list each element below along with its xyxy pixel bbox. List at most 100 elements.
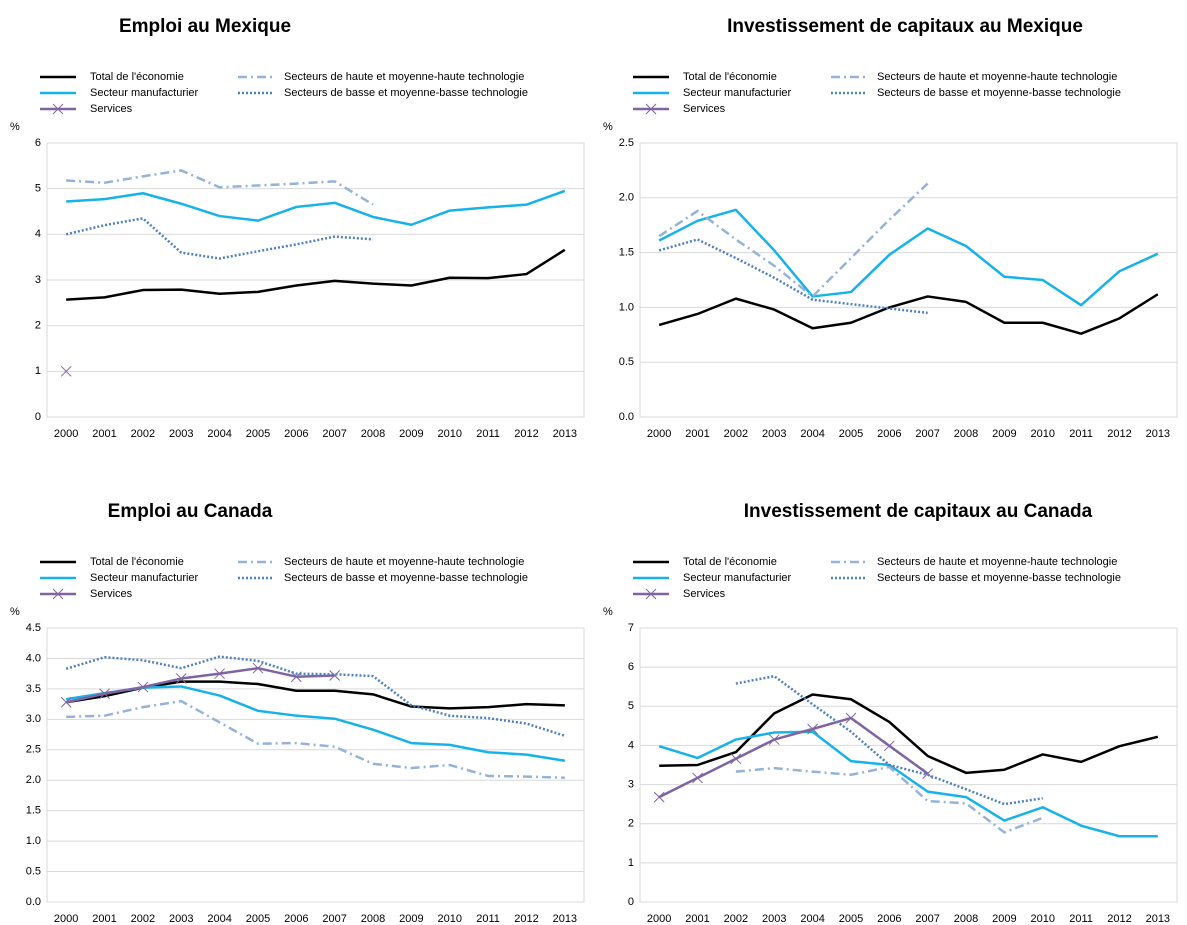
marker [60, 365, 72, 377]
x-tick-label: 2006 [284, 428, 308, 440]
x-tick-label: 2011 [476, 428, 500, 440]
x-tick-label: 2005 [246, 428, 270, 440]
series-line [66, 248, 566, 301]
legend-label: Total de l'économie [683, 556, 777, 568]
y-tick-label: 0.0 [26, 896, 41, 908]
marker [883, 740, 895, 752]
x-tick-label: 2005 [839, 428, 863, 440]
chart-title: Investissement de capitaux au Canada [744, 501, 1093, 522]
legend-label: Secteurs de basse et moyenne-basse techn… [284, 572, 528, 584]
series-line [658, 208, 1159, 307]
series-line [658, 293, 1159, 335]
y-tick-label: 3 [35, 274, 41, 286]
series-line [65, 666, 335, 704]
marker [60, 696, 72, 708]
legend-label: Secteurs de basse et moyenne-basse techn… [877, 572, 1121, 584]
y-axis-label: % [603, 121, 613, 133]
legend-marker [645, 588, 657, 600]
x-tick-label: 2003 [169, 913, 193, 925]
x-tick-label: 2002 [131, 428, 155, 440]
y-tick-label: 0 [628, 896, 634, 908]
marker [807, 723, 818, 735]
y-tick-label: 4 [628, 739, 634, 751]
y-tick-label: 1.0 [26, 835, 41, 847]
x-tick-label: 2007 [322, 428, 346, 440]
x-tick-label: 2002 [724, 913, 748, 925]
y-tick-label: 2.0 [26, 774, 41, 786]
x-tick-label: 2011 [1069, 428, 1093, 440]
series-line [658, 238, 928, 315]
legend-label: Secteurs de haute et moyenne-haute techn… [284, 556, 524, 568]
x-tick-label: 2013 [1146, 428, 1170, 440]
x-tick-label: 2003 [762, 913, 786, 925]
y-tick-label: 0 [35, 411, 41, 423]
marker [692, 772, 703, 784]
legend-label: Secteur manufacturier [90, 572, 199, 584]
series-line [66, 169, 374, 206]
legend-label: Secteur manufacturier [683, 572, 792, 584]
marker [252, 662, 264, 674]
y-tick-label: 1.5 [26, 805, 41, 817]
legend-label: Secteur manufacturier [90, 87, 199, 99]
marker [329, 670, 341, 681]
y-axis-label: % [10, 606, 20, 618]
y-tick-label: 3 [628, 778, 634, 790]
x-tick-label: 2010 [438, 913, 462, 925]
x-tick-label: 2003 [762, 428, 786, 440]
x-tick-label: 2000 [54, 913, 78, 925]
x-tick-label: 2003 [169, 428, 193, 440]
x-tick-label: 2006 [877, 913, 901, 925]
x-tick-label: 2013 [1146, 913, 1170, 925]
legend-label: Secteurs de haute et moyenne-haute techn… [284, 71, 524, 83]
x-tick-label: 2010 [1031, 428, 1055, 440]
marker [137, 681, 149, 693]
plot-frame [639, 142, 1178, 418]
marker [653, 791, 665, 803]
series-line [735, 765, 1044, 834]
plot-frame [46, 627, 585, 903]
chart-panel: Investissement de capitaux au Canada% 0 1 2… [603, 501, 1178, 925]
x-tick-label: 2001 [685, 428, 709, 440]
marker [214, 668, 225, 680]
marker [99, 688, 110, 700]
x-tick-label: 2007 [915, 913, 939, 925]
legend-label: Total de l'économie [90, 71, 184, 83]
legend-label: Secteurs de basse et moyenne-basse techn… [284, 87, 528, 99]
chart-panel: Emploi au Canada% 0.0 0.5 1.0 1.5 2.0 2.5 3.0 3.… [10, 501, 585, 925]
y-tick-label: 4.0 [26, 652, 41, 664]
series-line [658, 730, 1158, 838]
x-tick-label: 2009 [992, 428, 1016, 440]
x-tick-label: 2004 [800, 428, 824, 440]
y-tick-label: 4.5 [26, 622, 41, 634]
legend-label: Services [683, 588, 726, 600]
x-tick-label: 2004 [207, 428, 231, 440]
x-tick-label: 2011 [1069, 913, 1093, 925]
x-tick-label: 2000 [647, 913, 671, 925]
x-tick-label: 2001 [92, 428, 116, 440]
x-tick-label: 2013 [553, 913, 577, 925]
x-tick-label: 2000 [647, 428, 671, 440]
legend-label: Secteurs de basse et moyenne-basse techn… [877, 87, 1121, 99]
y-tick-label: 5 [35, 183, 41, 195]
legend-marker [52, 588, 64, 600]
marker [768, 734, 780, 745]
legend-label: Services [90, 588, 133, 600]
x-tick-label: 2011 [476, 913, 500, 925]
y-tick-label: 7 [628, 622, 634, 634]
y-tick-label: 3.0 [26, 713, 41, 725]
y-tick-label: 0.5 [26, 865, 41, 877]
y-tick-label: 2 [628, 818, 634, 830]
series-line [658, 716, 929, 799]
legend-label: Secteurs de haute et moyenne-haute techn… [877, 556, 1117, 568]
x-tick-label: 2004 [800, 913, 824, 925]
x-tick-label: 2007 [322, 913, 346, 925]
y-tick-label: 5 [628, 700, 634, 712]
y-tick-label: 2.5 [619, 137, 634, 149]
chart-panel: Investissement de capitaux au Mexique% 0.… [603, 16, 1178, 440]
legend-marker [52, 103, 64, 115]
series-line [66, 699, 565, 780]
x-tick-label: 2006 [877, 428, 901, 440]
legend-label: Services [683, 103, 726, 115]
y-tick-label: 2 [35, 320, 41, 332]
